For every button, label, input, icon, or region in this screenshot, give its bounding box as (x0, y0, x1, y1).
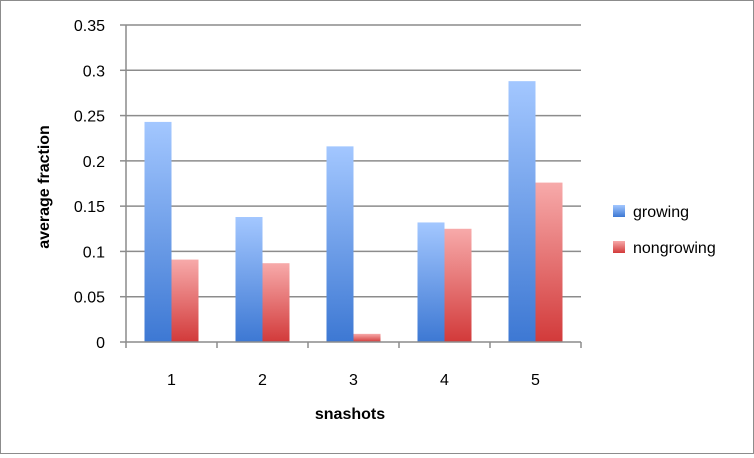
y-tick-label: 0.25 (74, 109, 105, 126)
legend-label-nongrowing: nongrowing (633, 240, 716, 257)
y-tick-label: 0.2 (83, 154, 105, 171)
x-tick-label: 5 (531, 372, 540, 389)
bars (144, 81, 563, 342)
y-tick-label: 0.3 (83, 63, 105, 80)
legend-swatch-growing (613, 205, 625, 217)
bar-nongrowing (353, 333, 381, 342)
bar-nongrowing (171, 259, 199, 342)
y-tick-label: 0.35 (74, 18, 105, 35)
bar-nongrowing (262, 263, 290, 342)
bar-nongrowing (535, 182, 563, 342)
bar-growing (144, 121, 172, 342)
x-axis-title: snashots (315, 406, 385, 423)
y-tick-label: 0.05 (74, 290, 105, 307)
legend: growing nongrowing (613, 204, 716, 257)
tick-labels: 0 0.05 0.1 0.15 0.2 0.25 0.3 0.35 1 2 3 4 5 (74, 18, 540, 389)
bar-growing (235, 217, 263, 342)
bar-growing (326, 146, 354, 342)
bar-growing (417, 222, 445, 342)
legend-label-growing: growing (633, 204, 689, 221)
x-tick-label: 1 (167, 372, 176, 389)
bar-growing (508, 81, 536, 342)
bar-nongrowing (444, 228, 472, 342)
y-tick-label: 0.1 (83, 244, 105, 261)
y-axis-title: average fraction (36, 125, 53, 249)
y-tick-label: 0.15 (74, 199, 105, 216)
y-tick-label: 0 (96, 335, 105, 352)
x-tick-label: 3 (349, 372, 358, 389)
legend-swatch-nongrowing (613, 241, 625, 253)
x-tick-label: 4 (440, 372, 449, 389)
x-tick-label: 2 (258, 372, 267, 389)
axes (120, 24, 582, 348)
